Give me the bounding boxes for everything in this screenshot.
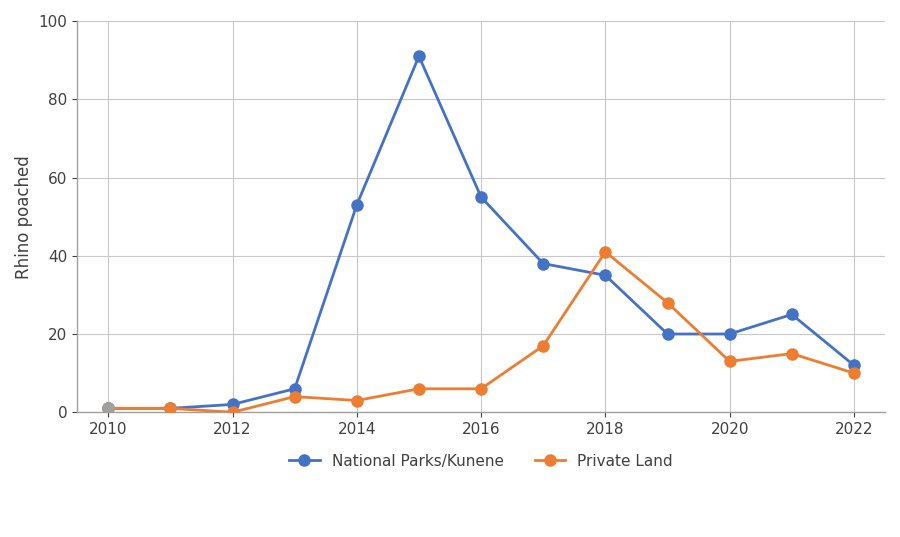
Line: Private Land: Private Land xyxy=(103,246,860,418)
National Parks/Kunene xyxy=(600,272,611,279)
Private Land xyxy=(600,249,611,255)
Private Land xyxy=(787,350,797,357)
Private Land xyxy=(103,405,113,411)
Y-axis label: Rhino poached: Rhino poached xyxy=(15,155,33,279)
Private Land xyxy=(849,370,859,376)
National Parks/Kunene xyxy=(787,311,797,318)
National Parks/Kunene xyxy=(476,194,487,200)
Private Land xyxy=(538,343,549,349)
National Parks/Kunene xyxy=(289,386,300,392)
Private Land xyxy=(165,405,176,411)
National Parks/Kunene xyxy=(165,405,176,411)
National Parks/Kunene xyxy=(538,260,549,267)
Private Land xyxy=(662,300,673,306)
National Parks/Kunene xyxy=(724,331,735,337)
Private Land xyxy=(289,394,300,400)
National Parks/Kunene xyxy=(413,53,424,60)
Private Land xyxy=(724,358,735,365)
Private Land xyxy=(413,386,424,392)
National Parks/Kunene xyxy=(849,362,859,368)
Line: National Parks/Kunene: National Parks/Kunene xyxy=(103,50,860,414)
National Parks/Kunene xyxy=(227,401,238,408)
Private Land xyxy=(476,386,487,392)
Private Land xyxy=(227,409,238,416)
National Parks/Kunene xyxy=(662,331,673,337)
Private Land xyxy=(351,397,362,404)
Legend: National Parks/Kunene, Private Land: National Parks/Kunene, Private Land xyxy=(284,448,680,475)
National Parks/Kunene xyxy=(103,405,113,411)
National Parks/Kunene xyxy=(351,202,362,208)
